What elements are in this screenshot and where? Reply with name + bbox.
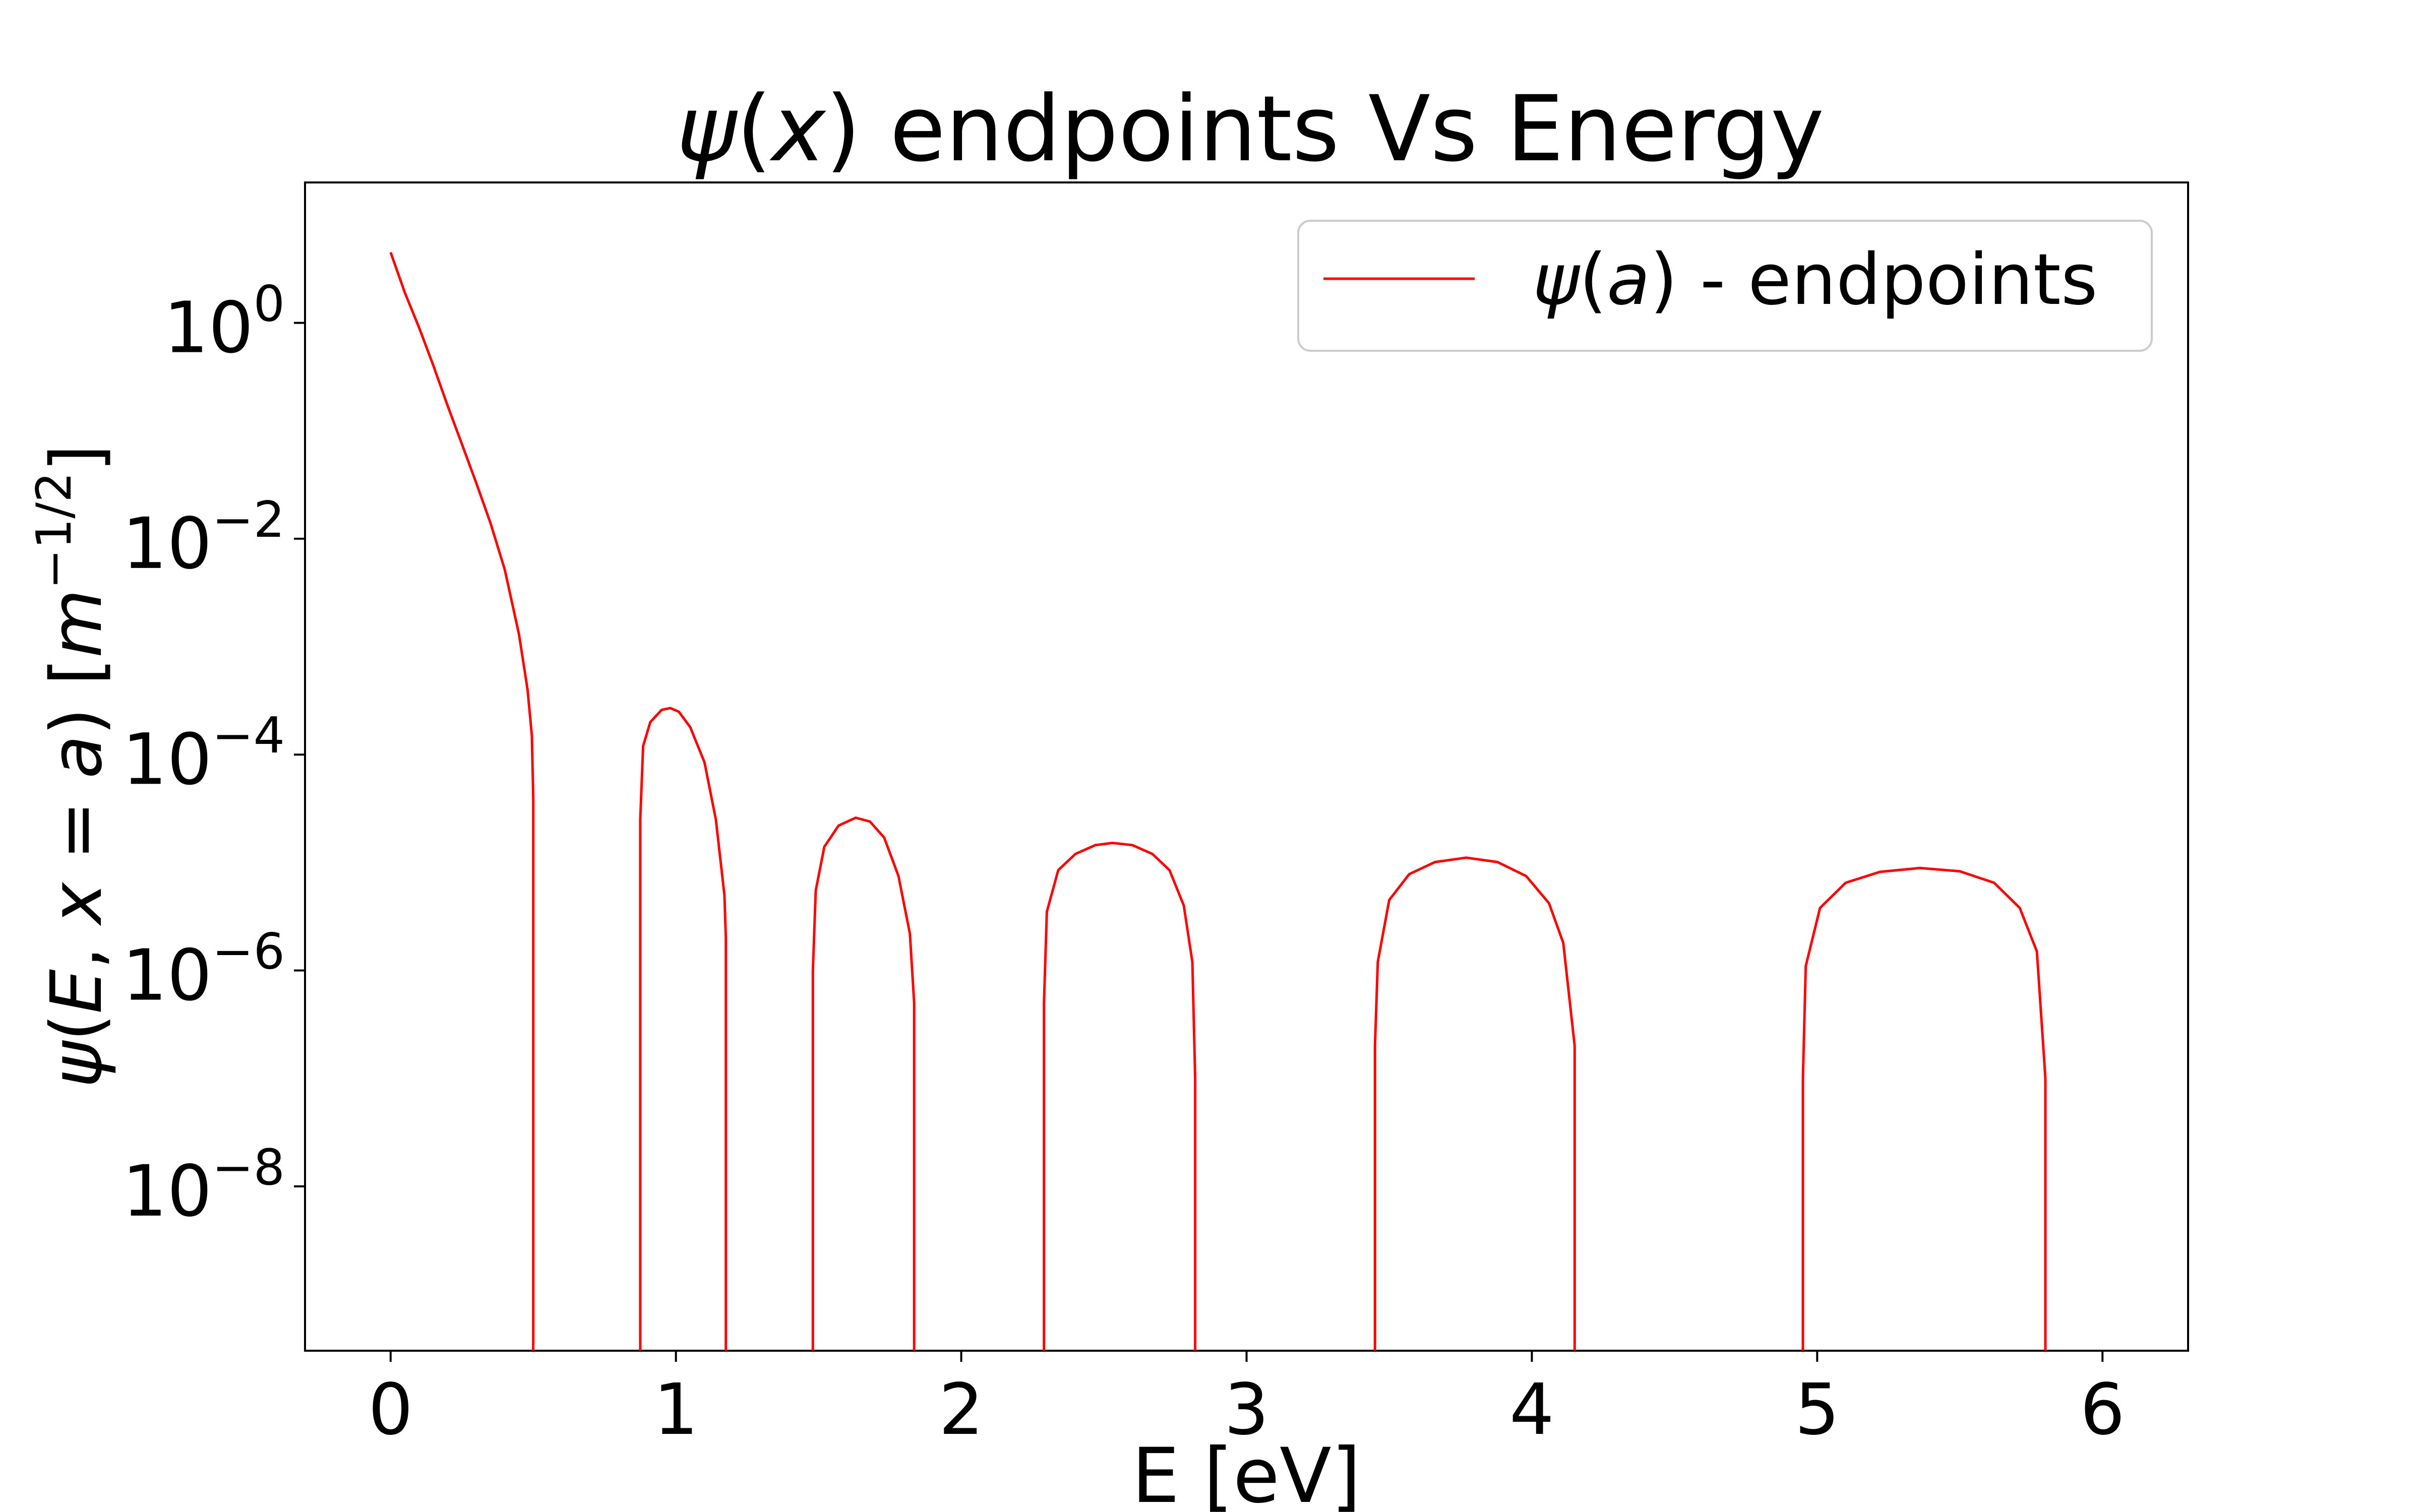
series-line-segment-6: [1801, 866, 2047, 1351]
x-tick-label: 0: [368, 1369, 413, 1451]
series-line-segment-2: [639, 707, 728, 1351]
x-tick-label: 4: [1509, 1369, 1554, 1451]
chart-title: ψ(x) endpoints Vs Energy: [677, 77, 1824, 182]
series-line-segment-3: [811, 816, 916, 1351]
series-layer: [389, 251, 2047, 1351]
y-tick-label: 10−2: [122, 491, 285, 585]
y-tick-label: 10−8: [122, 1139, 285, 1233]
legend-box: [1297, 220, 2153, 352]
y-axis-label: ψ(E, x = a) [m−1/2]: [27, 445, 118, 1088]
x-tick-label: 6: [2080, 1369, 2125, 1451]
x-axis-label: E [eV]: [1132, 1432, 1361, 1512]
series-line-segment-5: [1373, 856, 1576, 1351]
x-tick-label: 2: [939, 1369, 984, 1451]
x-tick-label: 1: [653, 1369, 698, 1451]
y-axis: 100 10−2 10−4 10−6 10−8: [122, 276, 305, 1233]
y-tick-label: 10−6: [122, 923, 285, 1017]
legend: ψ(a) - endpoints: [1297, 220, 2153, 352]
series-line-segment-4: [1043, 842, 1197, 1351]
x-tick-label: 5: [1795, 1369, 1840, 1451]
x-axis: 0 1 2 3 4 5 6: [368, 1351, 2125, 1451]
y-tick-label: 10−4: [122, 707, 285, 801]
legend-label: ψ(a) - endpoints: [1533, 239, 2098, 321]
y-tick-label: 100: [163, 276, 285, 369]
x-tick-label: 3: [1224, 1369, 1269, 1451]
series-line-segment-1: [389, 251, 535, 1351]
plot-area: [304, 181, 2189, 1352]
